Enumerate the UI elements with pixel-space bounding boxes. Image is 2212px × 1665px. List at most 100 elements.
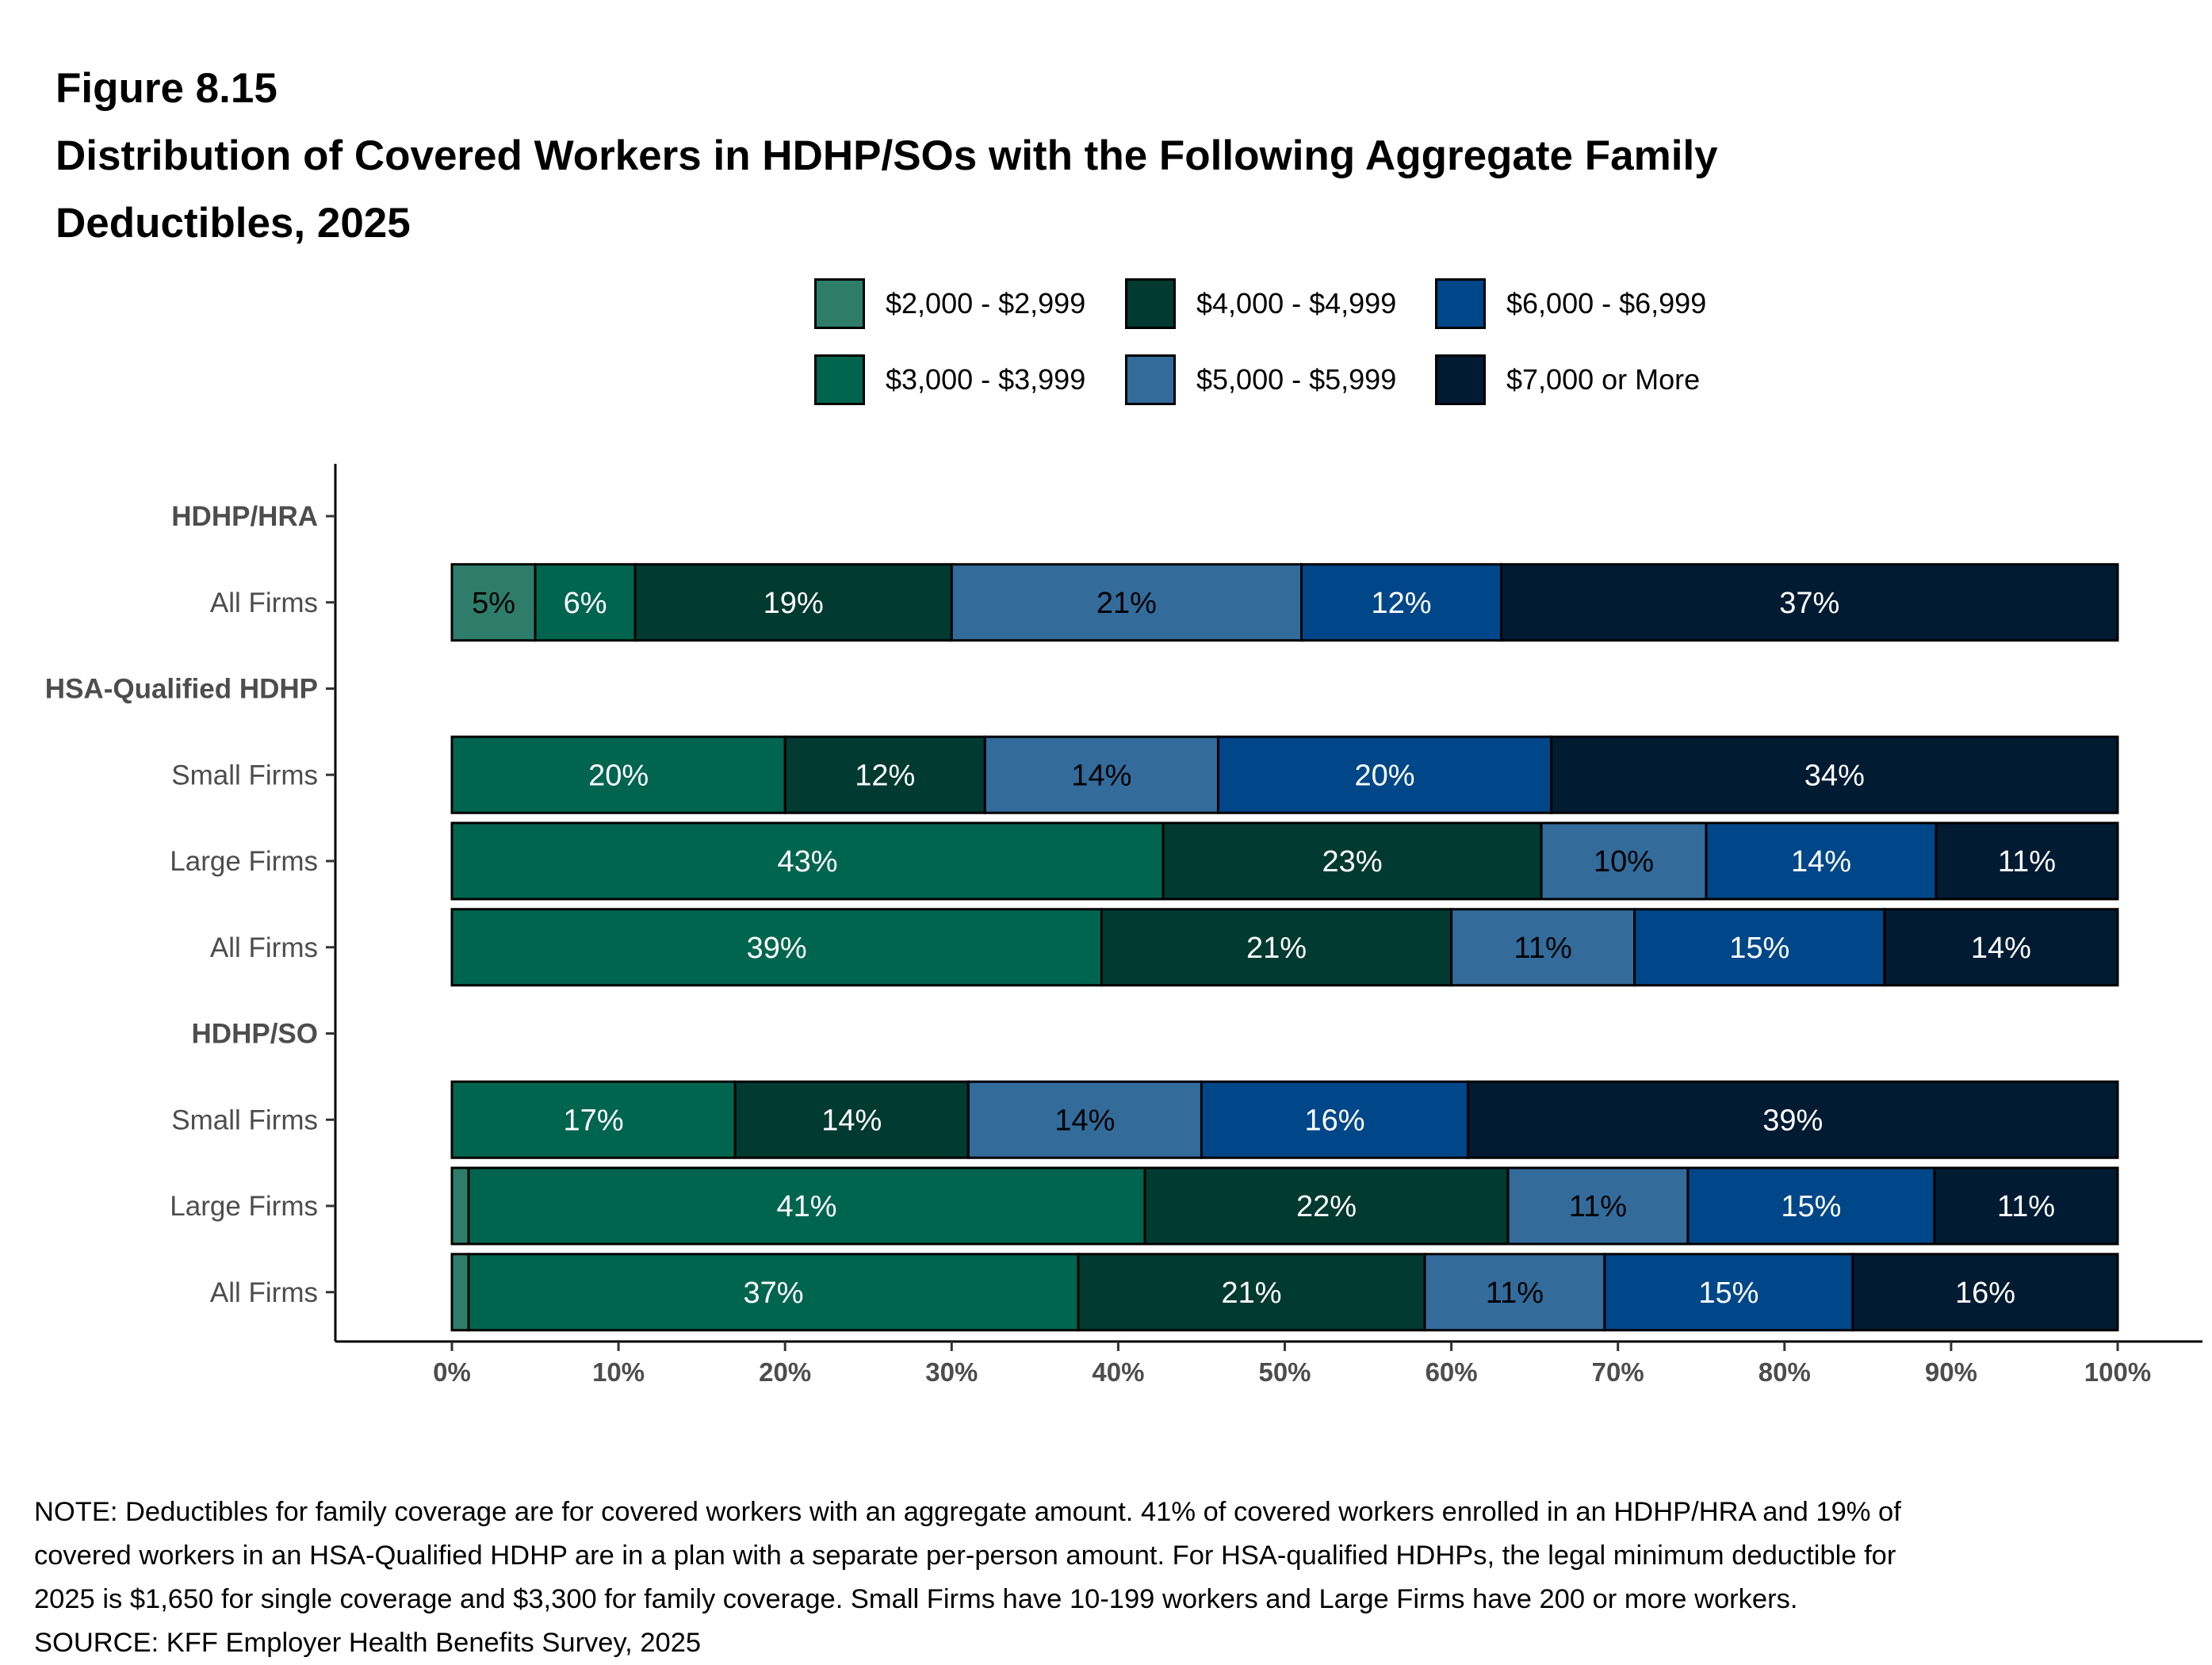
row-label: All Firms — [210, 932, 318, 963]
group-header-label: HDHP/HRA — [171, 501, 318, 532]
legend-swatch-6000 — [1435, 278, 1486, 329]
legend-swatch-4000 — [1125, 278, 1176, 329]
data-label: 11% — [1514, 932, 1572, 965]
data-label: 20% — [588, 759, 649, 792]
data-label: 19% — [763, 587, 824, 620]
note-line-1: NOTE: Deductibles for family coverage ar… — [34, 1497, 1901, 1527]
bar-segment — [1100, 908, 1453, 987]
data-label: 17% — [564, 1104, 624, 1137]
stacked-bar-chart: 0% 10% 20% 30% 40% 50% 60% 70% 80% 90% 100% HDHP/HR… — [45, 464, 2202, 1387]
data-label: 14% — [821, 1104, 882, 1137]
data-label: 16% — [1955, 1276, 2015, 1310]
x-tick-label: 40% — [1092, 1357, 1144, 1387]
bar-segment — [1467, 1080, 2119, 1159]
data-label: 21% — [1246, 932, 1307, 965]
figure-title-line-1: Distribution of Covered Workers in HDHP/… — [55, 132, 1718, 179]
data-label: 39% — [1762, 1104, 1823, 1137]
bar-segment — [1216, 735, 1553, 814]
legend-label-4000: $4,000 - $4,999 — [1196, 287, 1397, 320]
row-label: All Firms — [210, 588, 318, 618]
bar-segment — [450, 1080, 737, 1159]
legend-item-3000: $3,000 - $3,999 — [814, 354, 1085, 405]
bar-segment — [450, 1166, 470, 1246]
data-label: 14% — [1071, 759, 1131, 792]
data-label: 15% — [1729, 932, 1789, 965]
bar-segment — [1450, 908, 1636, 987]
x-tick-label: 100% — [2084, 1357, 2151, 1387]
data-label: 20% — [1355, 759, 1415, 792]
bar-segment — [950, 563, 1303, 642]
bar-segment — [450, 563, 537, 642]
note-line-3: 2025 is $1,650 for single coverage and $… — [34, 1584, 1798, 1614]
row-label: Small Firms — [171, 760, 318, 790]
data-label: 43% — [778, 845, 838, 878]
x-tick-label: 20% — [759, 1357, 811, 1387]
bar-segment — [1550, 735, 2119, 814]
data-label: 11% — [1997, 1190, 2055, 1223]
figure-title-line-2: Deductibles, 2025 — [55, 200, 411, 247]
legend-label-6000: $6,000 - $6,999 — [1506, 287, 1707, 320]
data-label: 14% — [1054, 1104, 1115, 1137]
x-tick-label: 0% — [433, 1357, 471, 1387]
data-label: 11% — [1486, 1276, 1544, 1310]
bar-segment — [733, 1080, 970, 1159]
legend-label-7000: $7,000 or More — [1506, 363, 1701, 396]
bar-segment — [1540, 821, 1708, 901]
bar-segment — [450, 821, 1165, 901]
row-label: All Firms — [210, 1277, 318, 1308]
data-label: 37% — [1779, 587, 1839, 620]
data-label: 41% — [776, 1190, 836, 1223]
bar-segment — [1705, 821, 1938, 901]
bar-segment — [983, 735, 1219, 814]
group-header-label: HDHP/SO — [192, 1019, 318, 1050]
legend-swatch-3000 — [814, 354, 865, 405]
bar-segment — [1851, 1253, 2119, 1332]
data-label: 21% — [1096, 587, 1157, 620]
bar-segment — [1300, 563, 1503, 642]
data-label: 6% — [564, 587, 607, 620]
x-tick-label: 60% — [1426, 1357, 1478, 1387]
x-tick-label: 80% — [1759, 1357, 1811, 1387]
legend-item-4000: $4,000 - $4,999 — [1125, 278, 1396, 329]
data-label: 12% — [1372, 587, 1432, 620]
data-label: 10% — [1594, 845, 1654, 878]
legend-label-2000: $2,000 - $2,999 — [886, 287, 1086, 320]
row-label: Large Firms — [170, 1191, 318, 1222]
data-label: 11% — [1569, 1190, 1627, 1223]
bar-segment — [633, 563, 953, 642]
x-tick-label: 50% — [1258, 1357, 1311, 1387]
bar-segment — [966, 1080, 1203, 1159]
data-label: 15% — [1698, 1276, 1759, 1310]
legend-item-2000: $2,000 - $2,999 — [814, 278, 1085, 329]
legend-label-3000: $3,000 - $3,999 — [886, 363, 1086, 396]
bar-segment — [450, 908, 1103, 987]
bar-segment — [1161, 821, 1543, 901]
data-label: 39% — [747, 932, 807, 965]
legend-swatch-5000 — [1125, 354, 1176, 405]
bar-segment — [450, 735, 786, 814]
row-label: Large Firms — [170, 846, 318, 877]
data-label: 23% — [1322, 845, 1383, 878]
legend-label-5000: $5,000 - $5,999 — [1196, 363, 1397, 396]
x-tick-label: 90% — [1925, 1357, 1977, 1387]
data-label: 15% — [1781, 1190, 1841, 1223]
data-label: 16% — [1304, 1104, 1364, 1137]
bar-segment — [1200, 1080, 1470, 1159]
legend-swatch-7000 — [1435, 354, 1486, 405]
data-label: 14% — [1971, 932, 2031, 965]
bar-segment — [1077, 1253, 1426, 1332]
x-tick-label: 70% — [1592, 1357, 1644, 1387]
group-header-label: HSA-Qualified HDHP — [45, 674, 318, 705]
x-tick-label: 30% — [925, 1357, 978, 1387]
bar-segment — [1500, 563, 2119, 642]
data-label: 22% — [1296, 1190, 1357, 1223]
legend-item-6000: $6,000 - $6,999 — [1435, 278, 1706, 329]
data-label: 14% — [1791, 845, 1851, 878]
row-label: Small Firms — [171, 1104, 318, 1135]
note-line-2: covered workers in an HSA-Qualified HDHP… — [34, 1541, 1896, 1571]
data-label: 21% — [1221, 1276, 1281, 1310]
bar-segment — [1933, 1166, 2119, 1246]
data-label: 5% — [472, 587, 515, 620]
bar-segment — [1633, 908, 1886, 987]
figure-number: Figure 8.15 — [55, 65, 277, 112]
